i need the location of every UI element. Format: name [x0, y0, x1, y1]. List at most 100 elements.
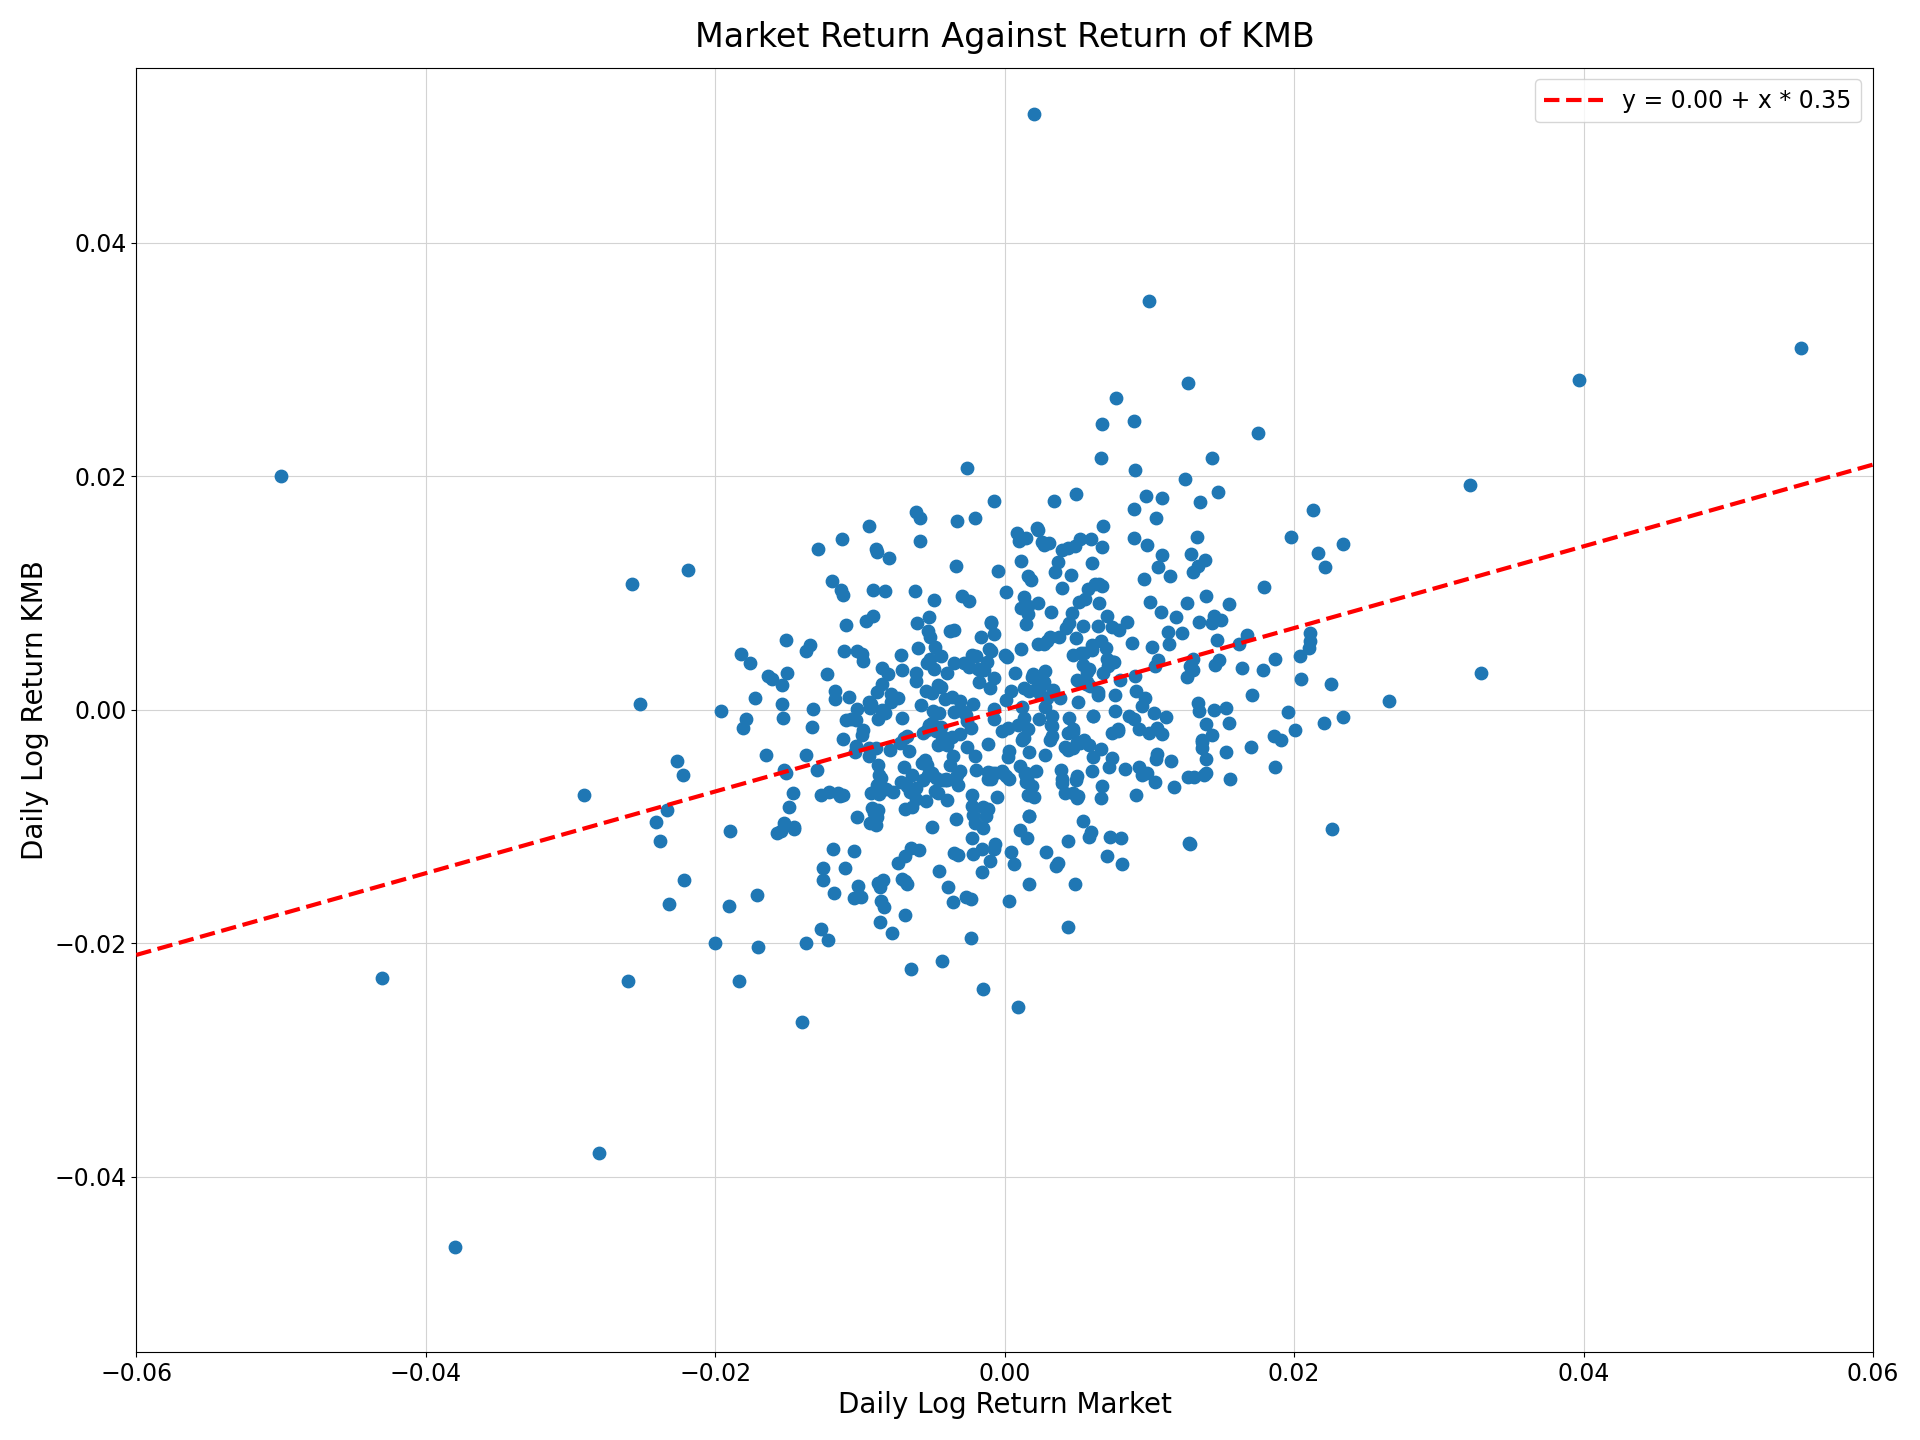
Point	[824, 782, 854, 805]
Point	[1092, 655, 1123, 678]
Point	[1190, 747, 1221, 770]
Point	[956, 887, 987, 910]
Point	[862, 707, 893, 730]
Point	[641, 811, 672, 834]
Point	[858, 577, 889, 600]
Point	[1094, 756, 1125, 779]
Point	[814, 780, 845, 804]
X-axis label: Daily Log Return Market: Daily Log Return Market	[837, 1391, 1171, 1420]
Point	[968, 658, 998, 681]
Point	[714, 819, 745, 842]
Point	[968, 861, 998, 884]
Point	[1094, 825, 1125, 848]
Point	[1004, 528, 1035, 552]
Point	[795, 634, 826, 657]
Point	[812, 929, 843, 952]
Point	[1087, 536, 1117, 559]
Point	[1158, 775, 1188, 798]
Point	[943, 773, 973, 796]
Point	[568, 783, 599, 806]
Point	[1098, 651, 1129, 674]
Point	[1277, 526, 1308, 549]
Point	[820, 680, 851, 703]
Point	[1140, 770, 1171, 793]
Point	[1018, 775, 1048, 798]
Point	[1033, 531, 1064, 554]
Point	[1083, 572, 1114, 595]
Point	[1087, 575, 1117, 598]
Point	[897, 795, 927, 818]
Point	[937, 744, 968, 768]
Point	[860, 814, 891, 837]
Point	[900, 500, 931, 523]
Point	[993, 744, 1023, 768]
Point	[950, 886, 981, 909]
Point	[1286, 668, 1317, 691]
Point	[1087, 737, 1117, 760]
Point	[845, 886, 876, 909]
Point	[668, 868, 699, 891]
Point	[1146, 723, 1177, 746]
Point	[1117, 707, 1148, 730]
Point	[941, 808, 972, 831]
Point	[831, 708, 862, 732]
Point	[1181, 526, 1212, 549]
Point	[1110, 757, 1140, 780]
Point	[1309, 711, 1340, 734]
Point	[1008, 727, 1039, 750]
Point	[1196, 724, 1227, 747]
Point	[1077, 552, 1108, 575]
Point	[983, 560, 1014, 583]
Point	[1068, 613, 1098, 636]
Point	[1021, 632, 1052, 655]
Point	[1066, 641, 1096, 664]
Point	[1175, 543, 1206, 566]
Point	[768, 706, 799, 729]
Point	[772, 661, 803, 684]
Point	[672, 559, 703, 582]
Point	[1002, 996, 1033, 1020]
Point	[975, 639, 1006, 662]
Point	[866, 876, 897, 899]
Point	[970, 805, 1000, 828]
Point	[1258, 724, 1288, 747]
Point	[774, 795, 804, 818]
Point	[1010, 762, 1041, 785]
Point	[920, 636, 950, 660]
Point	[1021, 517, 1052, 540]
Point	[858, 801, 889, 824]
Point	[1156, 749, 1187, 772]
Point	[735, 651, 766, 674]
Point	[856, 780, 887, 804]
Point	[956, 795, 987, 818]
Point	[1004, 755, 1035, 778]
Point	[1064, 691, 1094, 714]
Point	[1052, 536, 1083, 559]
Point	[1135, 721, 1165, 744]
Point	[1031, 629, 1062, 652]
Point	[851, 609, 881, 632]
Point	[1068, 809, 1098, 832]
Point	[739, 687, 770, 710]
Point	[925, 716, 956, 739]
Point	[1075, 527, 1106, 550]
Point	[1025, 683, 1056, 706]
Point	[1786, 337, 1816, 360]
Point	[1043, 552, 1073, 575]
Point	[856, 796, 887, 819]
Point	[1092, 647, 1123, 670]
Point	[662, 749, 693, 772]
Point	[1185, 490, 1215, 513]
Point	[766, 672, 797, 696]
Point	[891, 775, 922, 798]
Point	[1160, 605, 1190, 628]
Point	[1119, 459, 1150, 482]
Point	[1023, 707, 1054, 730]
Point	[876, 691, 906, 714]
Point	[826, 527, 856, 550]
Point	[806, 917, 837, 940]
Point	[1190, 713, 1221, 736]
Point	[1062, 668, 1092, 691]
Point	[1146, 487, 1177, 510]
Point	[945, 723, 975, 746]
